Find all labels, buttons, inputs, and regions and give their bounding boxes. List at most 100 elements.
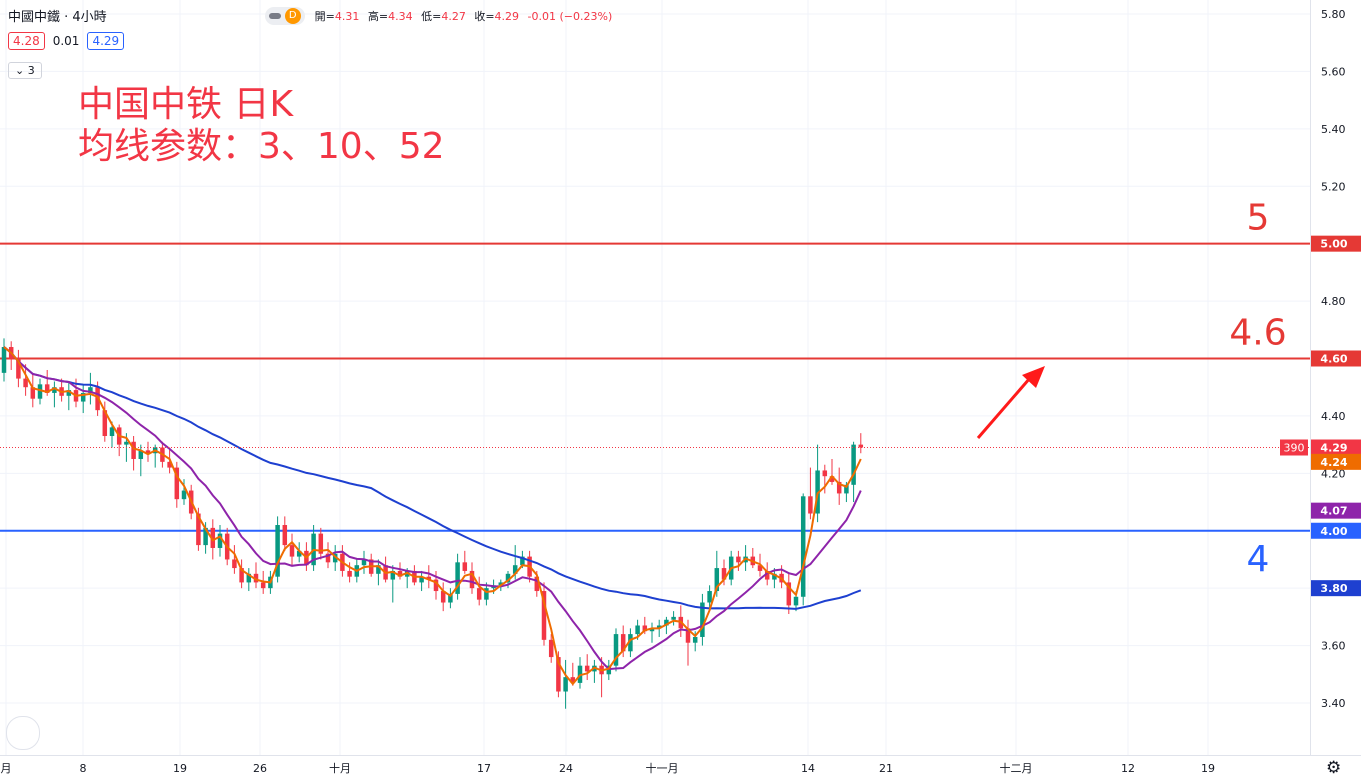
toggle-label: D <box>284 7 301 24</box>
x-tick-label: 19 <box>1201 762 1215 775</box>
candle-body <box>628 634 633 652</box>
candle-body <box>16 358 21 379</box>
candle-body <box>80 392 86 402</box>
ohlc-values: 開=4.31 高=4.34 低=4.27 收=4.29 -0.01 (−0.23… <box>315 8 618 24</box>
candle-body <box>700 602 705 637</box>
x-tick-label: 月 <box>1 762 12 775</box>
overlay: 390 <box>0 366 1310 456</box>
ma-tag-text: 4.07 <box>1320 505 1347 518</box>
price-axis-bg <box>1310 0 1361 784</box>
candle-body <box>858 444 864 448</box>
low-label: 低= <box>421 9 442 23</box>
candle-body <box>822 470 828 477</box>
candle-body <box>649 628 655 632</box>
candle-body <box>66 390 72 396</box>
candle-body <box>512 565 518 574</box>
price-level-label: 4 <box>1247 539 1270 580</box>
y-tick-label: 3.60 <box>1321 640 1346 653</box>
order-row: 4.28 0.01 4.29 <box>8 32 125 50</box>
x-tick-label: 26 <box>253 762 267 775</box>
x-tick-label: 21 <box>879 762 893 775</box>
sell-price-button[interactable]: 4.28 <box>8 32 45 50</box>
candle-body <box>772 573 777 580</box>
candle-body <box>613 634 619 666</box>
gear-icon[interactable]: ⚙ <box>1326 758 1342 778</box>
candle-body <box>1 347 7 373</box>
annotation-arrow-shaft <box>976 377 1032 439</box>
candle-body <box>448 593 453 603</box>
annotation-line-1: 中国中铁 日K <box>78 84 294 125</box>
symbol-title[interactable]: 中國中鐵 · 4小時 <box>8 10 107 25</box>
session-toggle[interactable]: D <box>264 6 305 25</box>
last-price-tag <box>1311 439 1361 456</box>
candle-body <box>685 628 691 643</box>
buy-price-button[interactable]: 4.29 <box>87 32 125 50</box>
price-level-tag-text: 4.60 <box>1320 353 1347 366</box>
candle-body <box>707 591 712 603</box>
time-axis: 月 8 19 26 十月 17 24 十一月 14 21 十二月 12 19 <box>0 755 1361 775</box>
annotation-line-2: 均线参数：3、10、52 <box>78 126 445 167</box>
chevron-down-icon: ⌄ <box>15 64 25 77</box>
candle-body <box>239 568 244 583</box>
candle-body <box>570 677 576 683</box>
change-value: -0.01 (−0.23%) <box>527 9 613 23</box>
candle-body <box>390 570 396 580</box>
candle-body <box>109 427 115 437</box>
x-tick-label: 24 <box>559 762 573 775</box>
candle-body <box>246 573 252 583</box>
candle-body <box>397 570 403 577</box>
candle-body <box>520 556 525 566</box>
x-tick-label: 17 <box>477 762 491 775</box>
candle-body <box>181 490 187 500</box>
annotation-text: 中国中铁 日K 均线参数：3、10、52 <box>78 84 445 168</box>
candle-body <box>433 579 439 592</box>
candle-body <box>174 467 180 500</box>
candle-body <box>44 384 50 393</box>
y-tick-label: 5.80 <box>1321 8 1346 21</box>
countdown-tag <box>1280 439 1308 456</box>
candle-body <box>664 619 669 626</box>
indicators-toggle[interactable]: ⌄ 3 <box>8 62 42 79</box>
price-axis: 5.80 5.60 5.40 5.20 5.00 4.80 4.60 4.40 4.20 4.00… <box>1310 0 1361 784</box>
candle-body <box>620 634 626 652</box>
y-tick-label: 4.80 <box>1321 295 1346 308</box>
candle-body <box>764 570 770 580</box>
candle-body <box>210 527 216 548</box>
price-level-label: 4.6 <box>1229 313 1286 354</box>
candle-body <box>361 559 367 566</box>
toggle-knob-icon <box>268 12 281 19</box>
candle-body <box>692 636 698 643</box>
candle-body <box>30 387 36 399</box>
close-label: 收= <box>474 9 495 23</box>
x-tick-label: 14 <box>801 762 815 775</box>
candle-body <box>196 513 201 546</box>
candle-body <box>556 657 561 692</box>
indicator-count: 3 <box>27 64 35 77</box>
ma-tag <box>1311 453 1361 470</box>
candle-body <box>332 553 338 563</box>
candle-body <box>318 533 324 554</box>
chart-grid <box>0 0 1310 755</box>
candle-body <box>275 525 280 577</box>
candle-body <box>426 576 432 580</box>
candle-body <box>671 616 676 620</box>
candle-body <box>469 570 475 589</box>
y-tick-label: 5.60 <box>1321 65 1346 78</box>
candle-body <box>347 570 352 577</box>
candle-body <box>217 533 223 548</box>
scroll-circle-button[interactable] <box>6 716 40 750</box>
last-price-tag-text: 4.29 <box>1320 441 1347 454</box>
candle-body <box>736 556 741 563</box>
candle-body <box>253 573 259 583</box>
candle-body <box>541 591 547 640</box>
ma52-line <box>3 346 862 610</box>
candle-body <box>484 588 489 600</box>
candle-body <box>800 496 806 597</box>
x-tick-label: 十月 <box>329 761 351 775</box>
candle-body <box>282 525 288 546</box>
price-level-tag-text: 4.00 <box>1320 525 1347 538</box>
high-label: 高= <box>367 9 389 23</box>
annotation-arrow-head <box>1022 366 1045 388</box>
price-level-tag <box>1311 350 1361 367</box>
